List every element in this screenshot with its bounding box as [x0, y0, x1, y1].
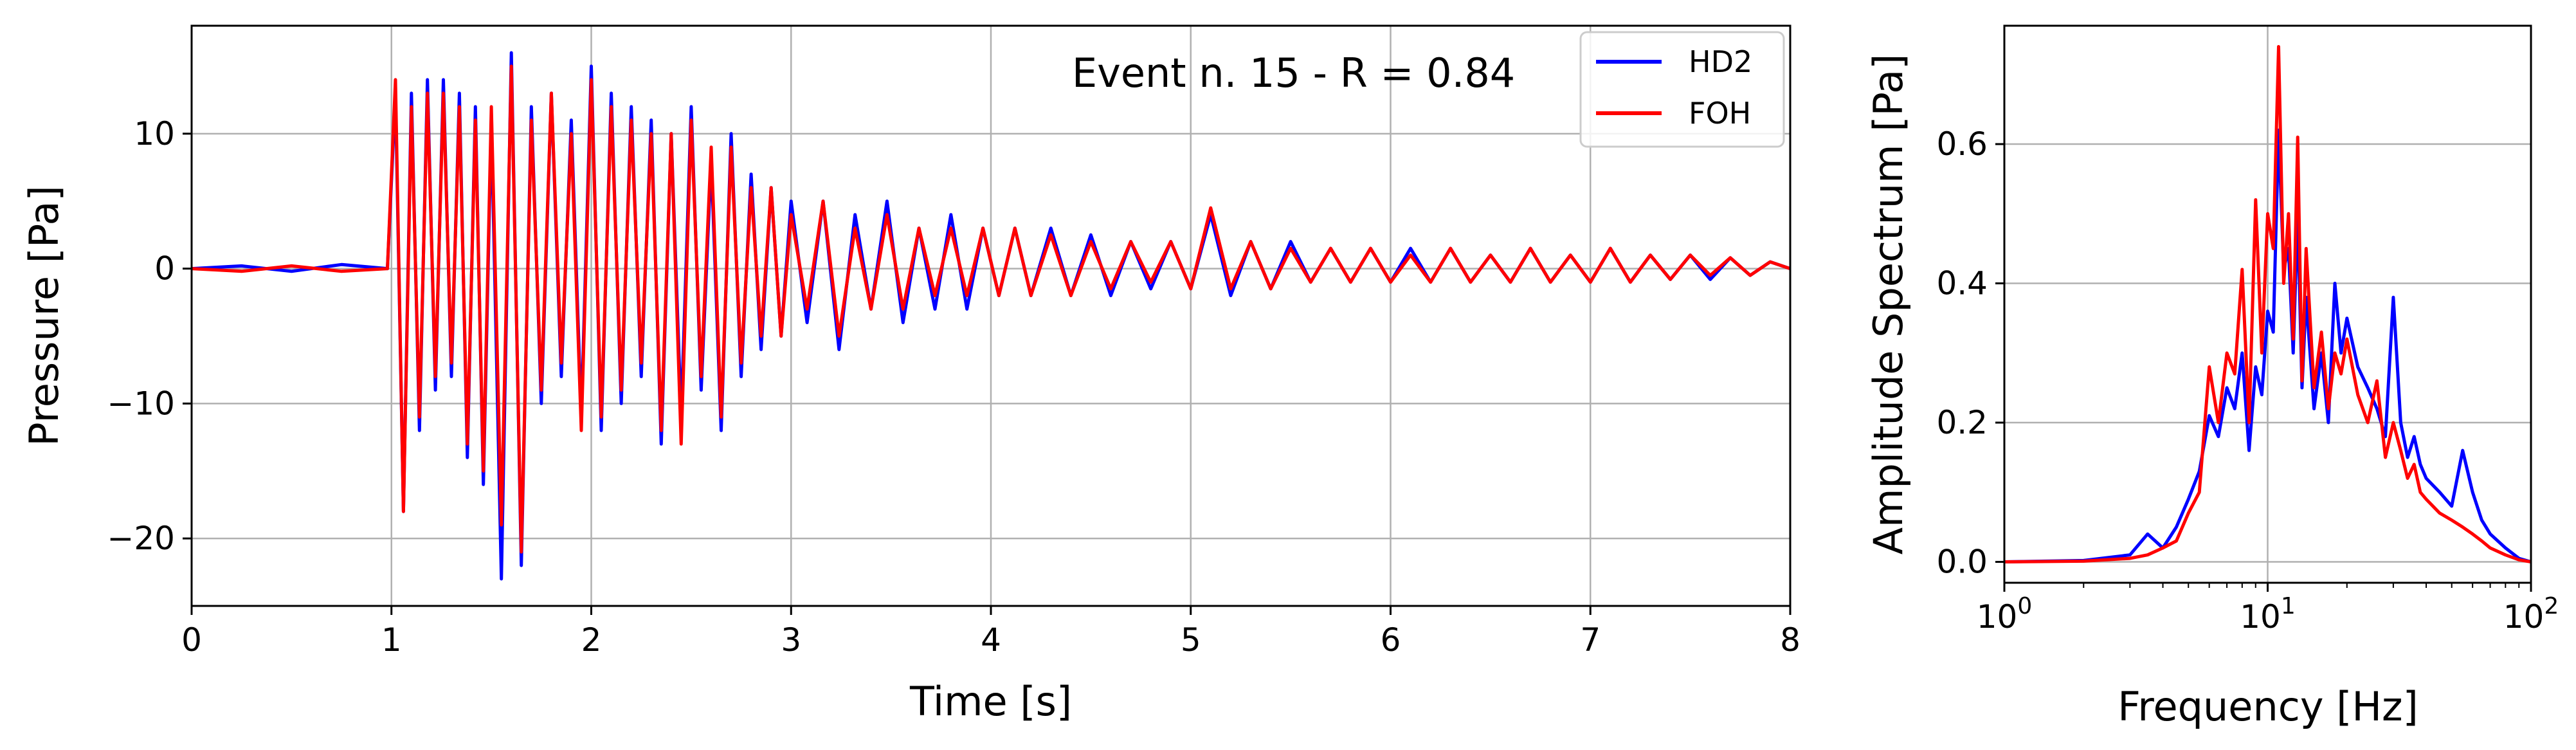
legend: HD2 FOH: [1579, 31, 1785, 148]
time-x-tick-label: 7: [1580, 621, 1601, 659]
time-x-tick-label: 1: [381, 621, 402, 659]
time-x-tick-label: 3: [781, 621, 801, 659]
freq-y-tick-label: 0.4: [1936, 265, 1988, 302]
time-x-axis-label: Time [s]: [909, 678, 1072, 725]
time-x-tick-label: 5: [1181, 621, 1201, 659]
time-y-tick-label: −20: [107, 520, 175, 557]
freq-y-tick-label: 0.0: [1936, 544, 1988, 581]
time-plot-area: [192, 51, 1790, 581]
freq-series-foh: [2004, 45, 2531, 563]
freq-y-tick-label: 0.2: [1936, 404, 1988, 441]
freq-x-ticks: 100 101 102: [1977, 583, 2559, 636]
freq-series-hd2: [2004, 128, 2531, 563]
freq-x-tick-label: 101: [2240, 593, 2296, 636]
freq-x-axis-label: Frequency [Hz]: [2118, 683, 2418, 730]
time-y-tick-label: −10: [107, 385, 175, 422]
time-y-tick-label: 0: [154, 250, 175, 288]
time-x-tick-label: 0: [181, 621, 202, 659]
freq-x-tick-label: 102: [2503, 593, 2559, 636]
spectrum-panel: 100 101 102 0.0 0.2 0.4 0.6 Frequency [Hz] Am…: [1865, 24, 2559, 730]
time-x-ticks: 0 1 2 3 4 5 6 7 8: [181, 606, 1800, 659]
time-y-ticks: −20 −10 0 10: [107, 115, 192, 557]
legend-label-hd2: HD2: [1689, 44, 1752, 79]
time-y-tick-label: 10: [134, 115, 175, 152]
time-series-panel: 0 1 2 3 4 5 6 7 8 −20 −10 0 10 Time [s] Pressure [P…: [21, 24, 1800, 725]
time-series-foh: [192, 64, 1790, 554]
event-annotation: Event n. 15 - R = 0.84: [1072, 50, 1515, 96]
time-grid: [190, 26, 1791, 606]
freq-y-axis-label: Amplitude Spectrum [Pa]: [1865, 54, 1912, 555]
time-x-tick-label: 8: [1780, 621, 1800, 659]
time-x-tick-label: 2: [581, 621, 602, 659]
freq-x-tick-label: 100: [1977, 593, 2033, 636]
time-y-axis-label: Pressure [Pa]: [21, 185, 68, 446]
legend-box: [1579, 31, 1785, 148]
freq-y-tick-label: 0.6: [1936, 125, 1988, 163]
freq-plot-area: [2004, 45, 2531, 563]
legend-label-foh: FOH: [1689, 96, 1751, 131]
time-x-tick-label: 6: [1381, 621, 1401, 659]
time-x-tick-label: 4: [981, 621, 1001, 659]
freq-y-ticks: 0.0 0.2 0.4 0.6: [1936, 125, 2004, 581]
